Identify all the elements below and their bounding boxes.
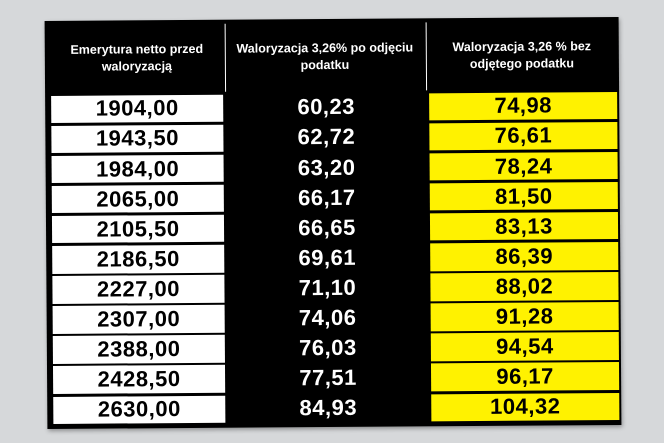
table-cell: 96,17	[430, 362, 620, 392]
table-cell: 91,28	[430, 302, 619, 332]
table-cell: 1984,00	[51, 154, 224, 184]
table-cell: 66,65	[228, 213, 426, 243]
table-cell: 2227,00	[52, 274, 225, 304]
table-cell: 78,24	[429, 151, 618, 181]
table-cell: 2428,50	[52, 365, 226, 394]
table-cell: 63,20	[228, 153, 425, 183]
column-header: Waloryzacja 3,26 % bez odjętego podatku	[425, 21, 618, 91]
column-header: Waloryzacja 3,26% po odjęciu podatku	[224, 22, 425, 92]
table-cell: 2186,50	[52, 244, 225, 274]
table-cell: 60,23	[228, 92, 425, 122]
table-cell: 76,61	[429, 121, 618, 151]
table-card: Emerytura netto przed waloryzacją Waloryz…	[44, 17, 622, 429]
table-cell: 2388,00	[52, 335, 225, 364]
table-cell: 83,13	[429, 211, 619, 241]
table-cell: 2105,50	[51, 214, 225, 244]
table-cell: 76,03	[229, 333, 426, 363]
table-cell: 2065,00	[51, 184, 224, 214]
table-cell: 2630,00	[53, 395, 226, 424]
table-cell: 86,39	[430, 242, 619, 271]
table-cell: 69,61	[229, 243, 426, 273]
table-cell: 104,32	[431, 392, 620, 422]
table-cell: 77,51	[229, 363, 427, 393]
table-cell: 84,93	[230, 393, 427, 423]
table-cell: 74,06	[229, 303, 426, 333]
table-cell: 71,10	[229, 273, 426, 303]
table-cell: 81,50	[429, 181, 618, 211]
table-cell: 1904,00	[51, 94, 224, 124]
column-header: Emerytura netto przed waloryzacją	[70, 42, 204, 74]
table: Emerytura netto przed waloryzacją Waloryz…	[51, 21, 620, 424]
table-cell: 88,02	[430, 272, 619, 301]
table-cell: 94,54	[430, 332, 619, 362]
table-cell: 62,72	[228, 123, 425, 152]
table-cell: 2307,00	[52, 305, 225, 334]
table-cell: 66,17	[228, 183, 425, 213]
table-cell: 74,98	[429, 91, 618, 121]
table-cell: 1943,50	[51, 124, 224, 154]
